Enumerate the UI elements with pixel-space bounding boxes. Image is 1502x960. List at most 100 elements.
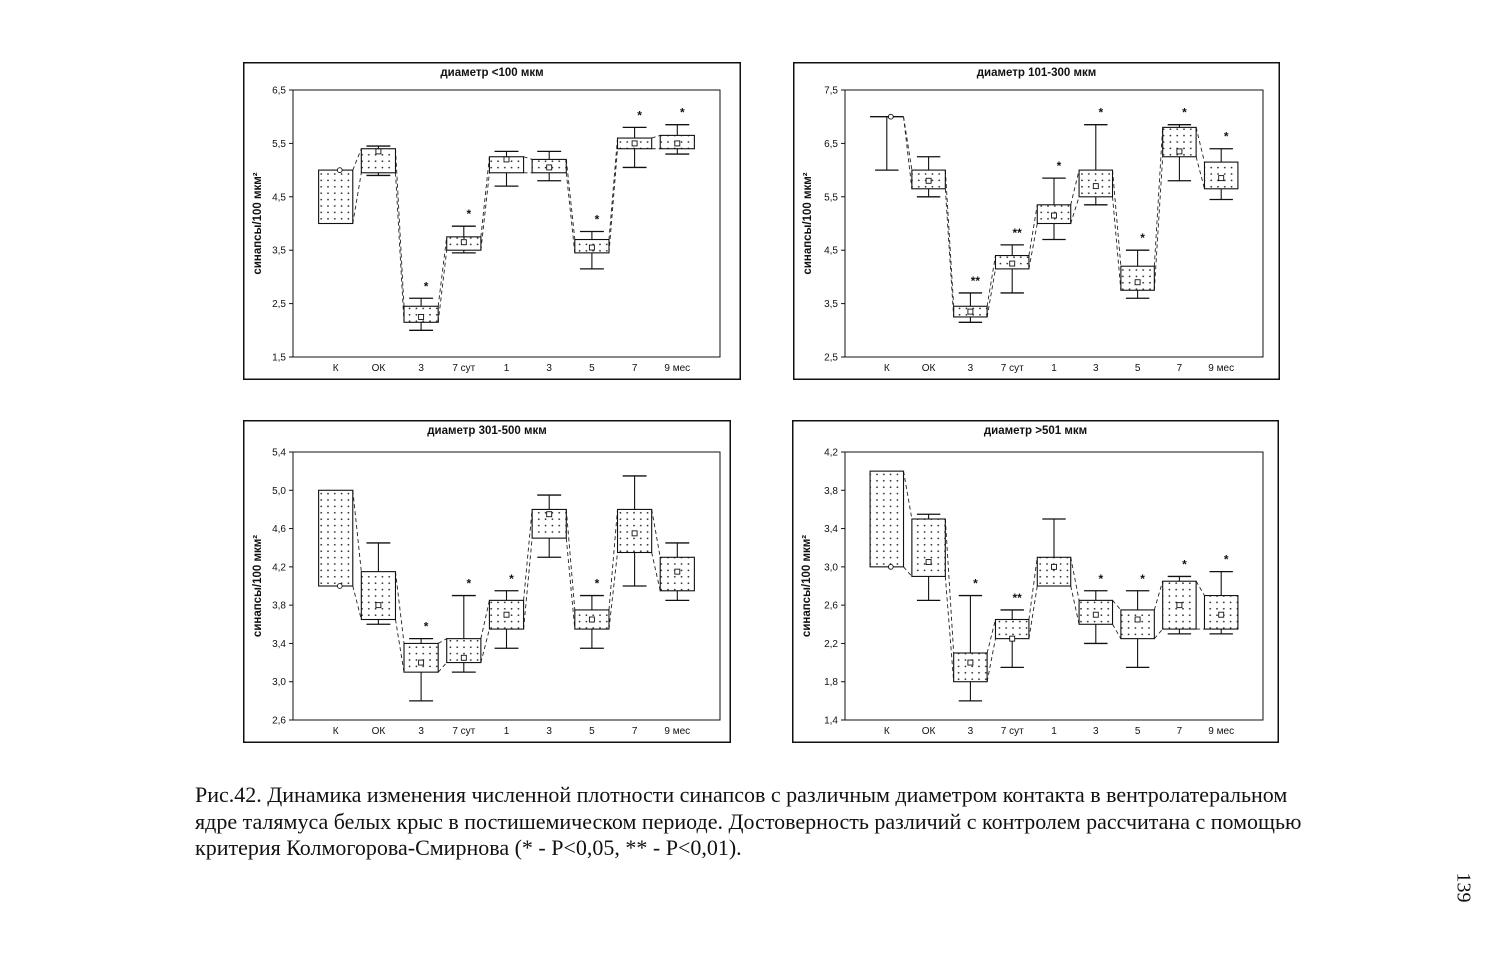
mean-marker (503, 611, 510, 618)
significance-label: * (1224, 553, 1229, 567)
page-number: 139 (1452, 872, 1475, 903)
mean-marker (460, 654, 467, 661)
significance-label: ** (1013, 591, 1023, 605)
significance-label: * (680, 106, 685, 120)
mean-marker (418, 313, 425, 320)
mean-marker (887, 564, 894, 570)
mean-marker (1134, 616, 1141, 623)
mean-marker (1218, 611, 1225, 618)
x-tick-label: 7 (1177, 363, 1183, 374)
box (659, 556, 695, 592)
x-tick-label: 3 (968, 363, 974, 374)
y-tick-label: 3,5 (272, 246, 286, 257)
trend-line-upper-quartile (903, 471, 1205, 654)
mean-marker (674, 568, 681, 575)
y-tick-label: 3,4 (824, 524, 838, 535)
box (953, 652, 988, 683)
mean-marker (546, 164, 553, 171)
mean-marker (1176, 148, 1183, 155)
x-tick-label: 3 (1093, 363, 1099, 374)
mean-marker (1009, 260, 1016, 267)
significance-label: * (466, 207, 471, 221)
chart-title: диаметр <100 мкм (440, 67, 543, 79)
x-tick-label: К (884, 363, 890, 374)
significance-label: * (1182, 557, 1187, 571)
x-tick-label: 3 (1093, 726, 1099, 737)
x-tick-label: ОК (372, 726, 386, 737)
significance-label: * (1098, 572, 1103, 586)
chart-title: диаметр 301-500 мкм (427, 425, 547, 437)
significance-label: * (1182, 106, 1187, 120)
y-tick-label: 3,4 (272, 639, 286, 650)
mean-marker (887, 113, 894, 120)
y-tick-label: 4,5 (824, 246, 838, 257)
chart-frame (792, 420, 1279, 743)
x-tick-label: К (333, 363, 339, 374)
mean-marker (967, 308, 974, 315)
x-tick-label: 1 (504, 363, 510, 374)
x-tick-label: 7 (632, 363, 638, 374)
y-tick-label: 2,6 (824, 601, 838, 612)
chart-title: диаметр 101-300 мкм (977, 67, 1097, 79)
mean-marker (375, 148, 382, 155)
y-tick-label: 7,5 (824, 86, 838, 97)
x-tick-label: ОК (922, 726, 936, 737)
mean-marker (631, 530, 638, 537)
y-tick-label: 3,8 (824, 486, 838, 497)
mean-marker (588, 244, 595, 251)
mean-marker (1218, 175, 1225, 182)
mean-marker (546, 511, 553, 518)
y-axis-label: синапсы/100 мкм² (802, 172, 814, 274)
x-tick-label: 5 (589, 363, 595, 374)
trend-line-upper-quartile (352, 134, 661, 307)
y-tick-label: 5,0 (272, 486, 286, 497)
significance-label: * (424, 620, 429, 634)
x-tick-label: 5 (589, 726, 595, 737)
significance-label: ** (971, 274, 981, 288)
x-tick-label: 7 (1177, 726, 1183, 737)
mean-marker (925, 559, 932, 566)
y-axis-label: синапсы/100 мкм² (801, 535, 813, 637)
chart-panel-diameter-under-100: диаметр <100 мкм синапсы/100 мкм² 6,5 5,5 4,… (243, 62, 741, 380)
significance-label: * (1057, 159, 1062, 173)
mean-marker (503, 156, 510, 163)
x-tick-label: 1 (1051, 726, 1057, 737)
trend-line-lower-quartile (903, 566, 1205, 682)
chart-title: диаметр >501 мкм (984, 425, 1087, 437)
mean-marker (588, 616, 595, 623)
mean-marker (460, 239, 467, 246)
x-tick-label: 9 мес (664, 726, 690, 737)
significance-label: ** (1013, 226, 1023, 240)
significance-label: * (1140, 231, 1145, 245)
y-tick-label: 5,5 (824, 192, 838, 203)
x-tick-label: 3 (546, 726, 552, 737)
mean-marker (1051, 212, 1057, 219)
mean-marker (375, 602, 382, 609)
x-tick-label: 5 (1135, 726, 1141, 737)
mean-marker (418, 659, 425, 666)
significance-label: * (595, 577, 600, 591)
y-tick-label: 4,2 (824, 448, 838, 459)
mean-marker (967, 659, 974, 666)
y-tick-label: 2,2 (824, 639, 838, 650)
box (360, 571, 397, 621)
mean-marker (1134, 279, 1141, 286)
y-axis-label: синапсы/100 мкм² (252, 535, 264, 637)
box (318, 489, 354, 587)
x-tick-label: 5 (1135, 363, 1141, 374)
x-tick-label: 3 (546, 363, 552, 374)
x-tick-label: 9 мес (664, 363, 690, 374)
y-tick-label: 4,5 (272, 192, 286, 203)
y-tick-label: 2,5 (272, 299, 286, 310)
significance-label: * (973, 577, 978, 591)
significance-label: * (637, 108, 642, 122)
significance-label: * (1098, 106, 1103, 120)
plot-area (844, 89, 1264, 358)
chart-panel-diameter-101-300: диаметр 101-300 мкм синапсы/100 мкм² 7,5 6,… (793, 62, 1280, 380)
caption-line: Рис.42. Динамика изменения численной пло… (195, 782, 1288, 807)
mean-marker (1176, 602, 1183, 609)
x-tick-label: 9 мес (1208, 726, 1234, 737)
x-tick-label: 7 (632, 726, 638, 737)
figure-caption: Рис.42. Динамика изменения численной пло… (195, 782, 1445, 862)
